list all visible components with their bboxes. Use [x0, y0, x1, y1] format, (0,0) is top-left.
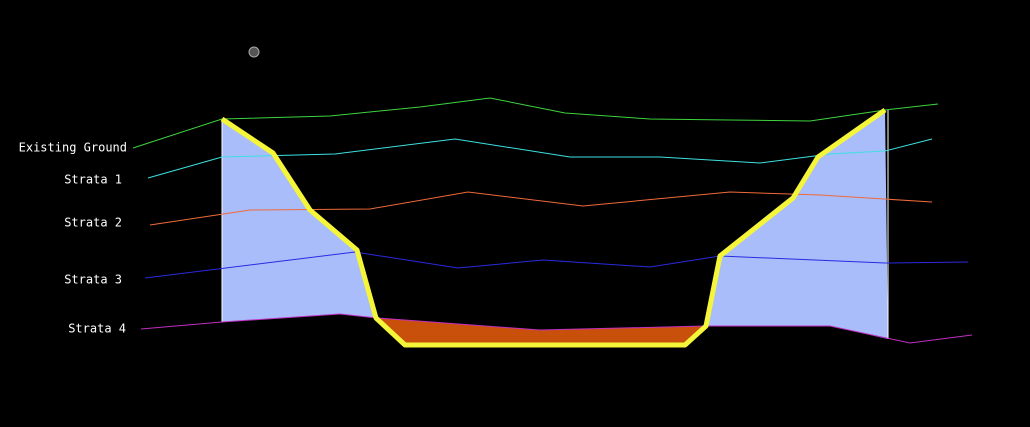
layer-label: Strata 4 — [68, 322, 126, 336]
layer-label: Existing Ground — [19, 141, 127, 155]
design-cut-line — [220, 107, 887, 348]
strata-4-line — [140, 313, 973, 344]
existing-ground-line — [132, 97, 939, 149]
bottom-fill — [377, 318, 705, 345]
strata-3-line — [144, 251, 969, 279]
cut-fill-left — [222, 119, 377, 322]
layer-label: Strata 3 — [64, 273, 122, 287]
marker-dot — [248, 46, 260, 58]
strata-2-line — [149, 191, 933, 226]
cut-fill-right — [706, 110, 888, 339]
layer-label: Strata 2 — [64, 216, 122, 230]
strata-1-line — [147, 138, 933, 179]
layer-label: Strata 1 — [64, 173, 122, 187]
